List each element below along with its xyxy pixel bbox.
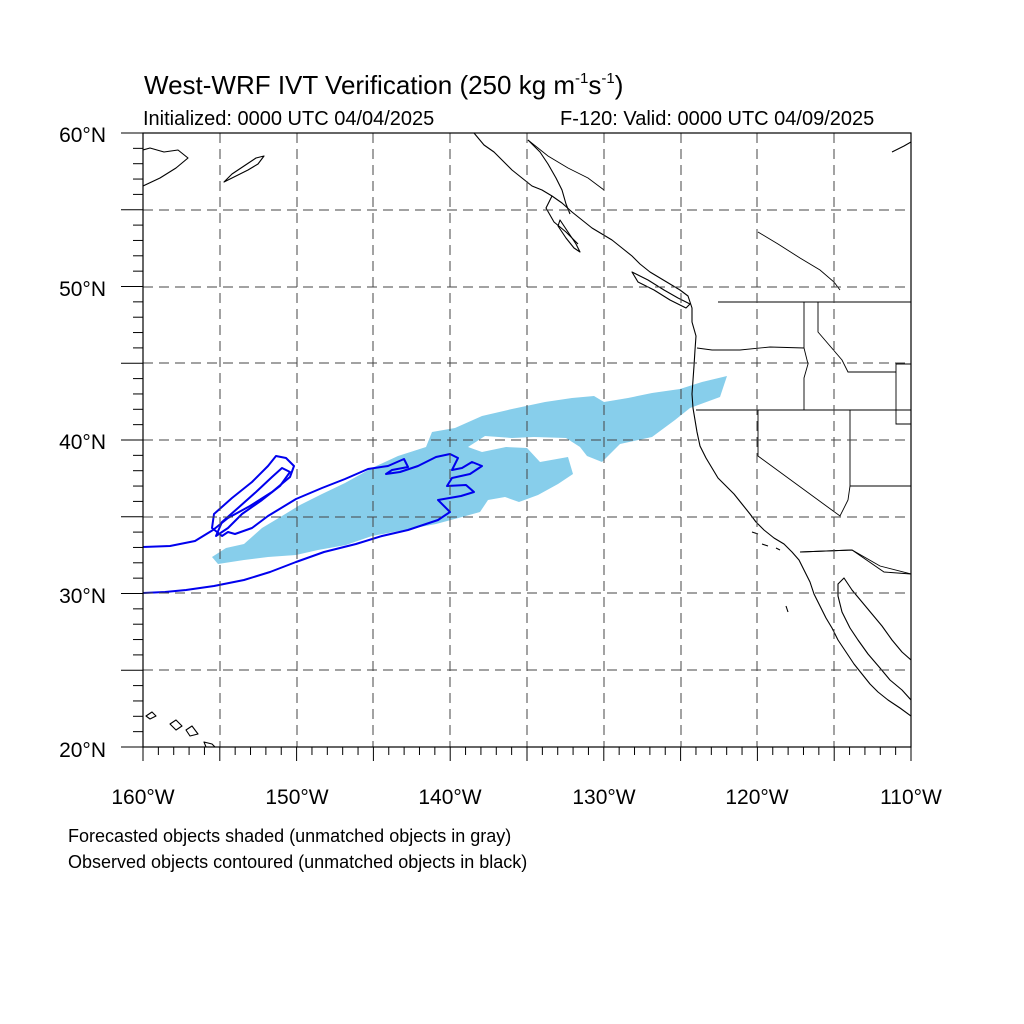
- vancouver-island: [631, 271, 691, 309]
- canada-inland-line: [757, 231, 841, 291]
- forecast-objects: [212, 376, 727, 564]
- hawaii-islands: [145, 711, 216, 747]
- initialized-time-label: Initialized: 0000 UTC 04/04/2025: [143, 108, 435, 130]
- lon-label-130w: 130°W: [572, 786, 636, 809]
- observed-objects: [143, 453, 483, 594]
- alaska-panhandle-coast: [527, 139, 579, 245]
- footnote-observed: Observed objects contoured (unmatched ob…: [68, 852, 528, 872]
- map-frame: [142, 132, 912, 748]
- alaska-canada-border: [527, 139, 605, 191]
- coastlines: [143, 133, 911, 747]
- lon-label-110w: 110°W: [880, 786, 942, 809]
- lat-label-60n: 60°N: [59, 124, 106, 147]
- us-mexico-border: [799, 549, 911, 575]
- north-america-coastline: [473, 133, 911, 717]
- forecast-valid-time-label: F-120: Valid: 0000 UTC 04/09/2025: [560, 108, 875, 130]
- lon-label-160w: 160°W: [111, 786, 175, 809]
- observed-ivt-object-main: [143, 453, 483, 594]
- forecast-ivt-object: [212, 376, 727, 564]
- alaska-ne-coast: [891, 141, 911, 153]
- lat-label-40n: 40°N: [59, 431, 106, 454]
- alaska-islands: [223, 155, 265, 183]
- lon-label-120w: 120°W: [725, 786, 789, 809]
- axis-ticks: [121, 132, 912, 761]
- lon-label-140w: 140°W: [418, 786, 482, 809]
- lat-label-30n: 30°N: [59, 585, 106, 608]
- political-boundaries: [527, 139, 911, 575]
- haida-gwaii: [557, 219, 581, 253]
- lat-label-50n: 50°N: [59, 278, 106, 301]
- footnote-forecast: Forecasted objects shaded (unmatched obj…: [68, 826, 512, 846]
- lon-label-150w: 150°W: [265, 786, 329, 809]
- figure-title: West-WRF IVT Verification (250 kg m-1s-1…: [144, 70, 624, 100]
- lat-label-20n: 20°N: [59, 739, 106, 762]
- baja-gulf-coast: [837, 577, 911, 701]
- state-boundaries: [696, 302, 911, 575]
- observed-ivt-object-filament: [215, 467, 291, 537]
- graticule: [143, 133, 911, 747]
- alaska-coast-fragment: [143, 147, 189, 187]
- channel-islands: [751, 531, 789, 613]
